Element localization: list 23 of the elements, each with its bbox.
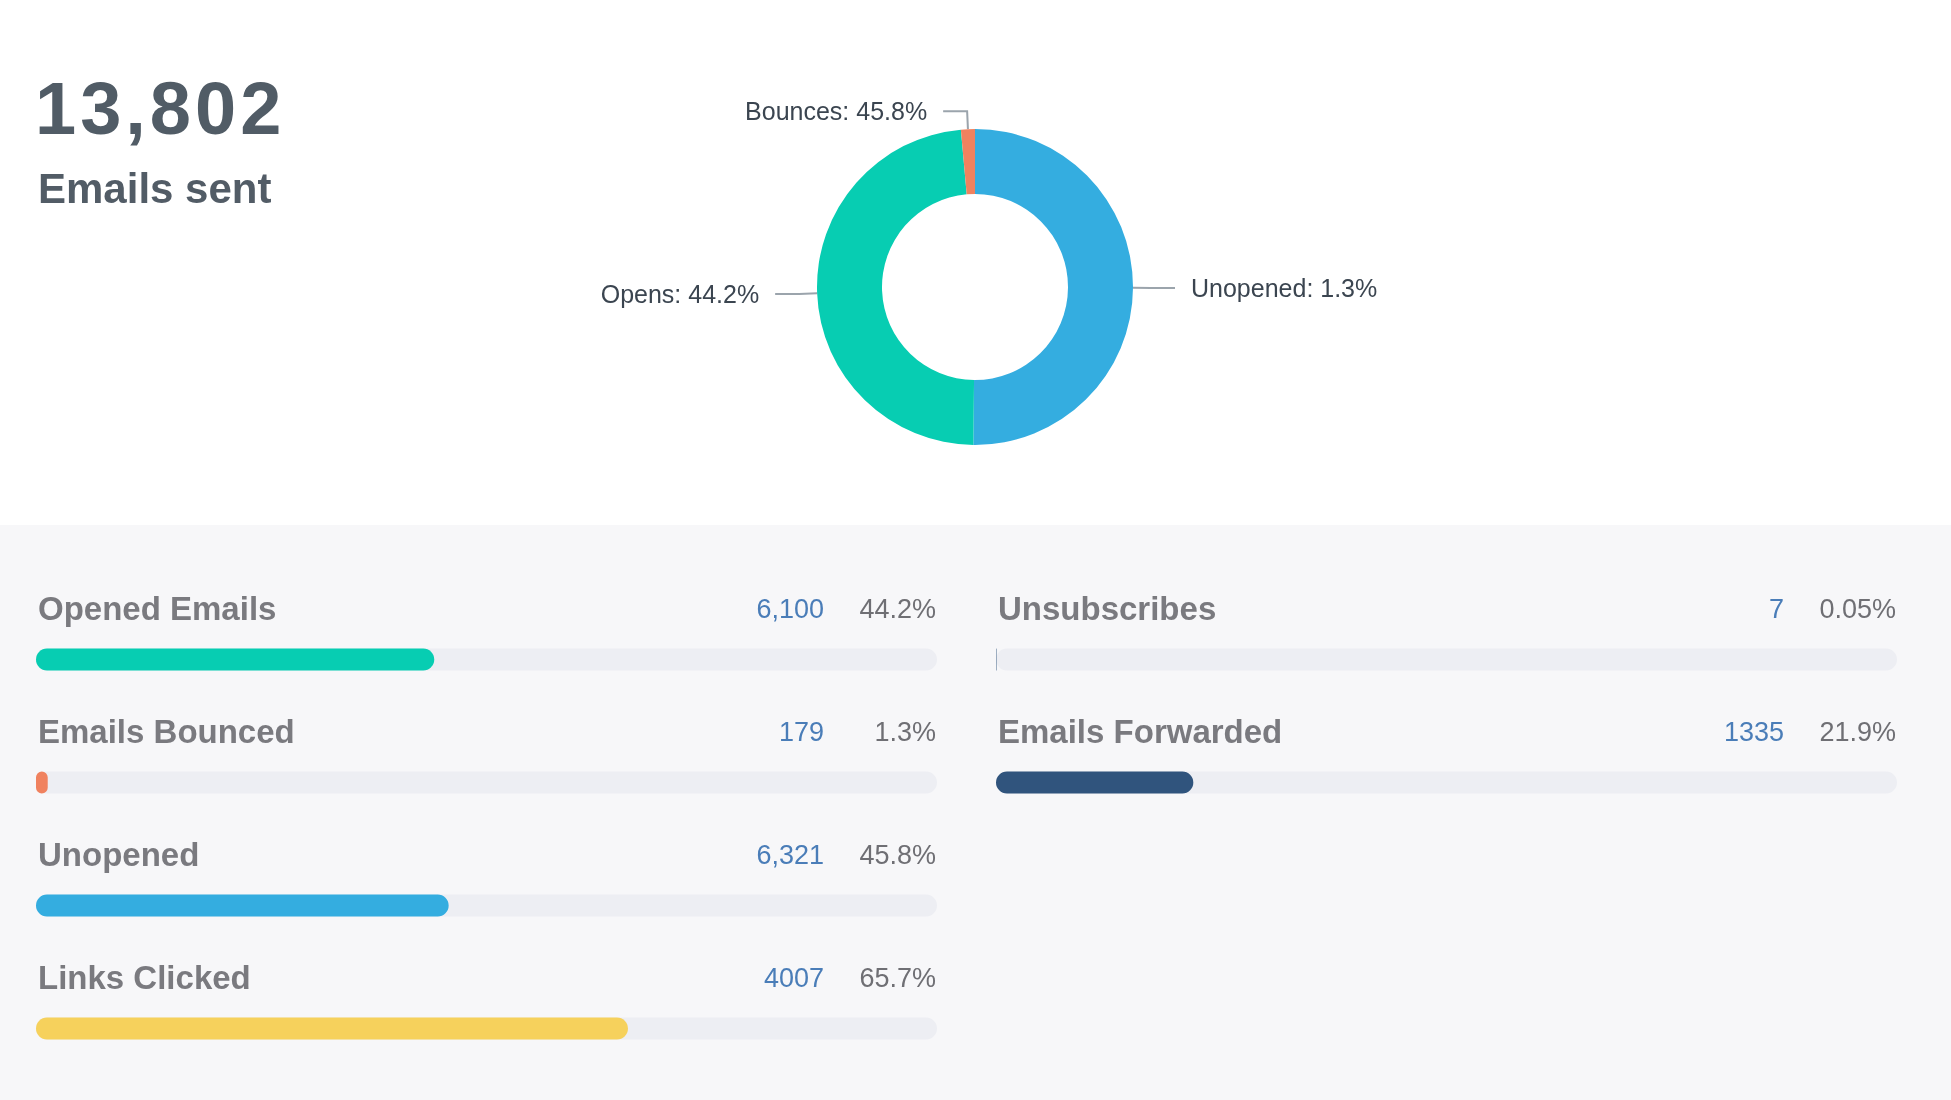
y-tick-label: Emails Forwarded bbox=[998, 712, 1283, 750]
data-label: 65.7% bbox=[859, 962, 936, 993]
slice-label: Bounces: 45.8% bbox=[745, 97, 928, 126]
text: Emails sent bbox=[38, 165, 272, 212]
data-label: 0.05% bbox=[1819, 593, 1896, 624]
data-label: 44.2% bbox=[859, 593, 936, 624]
y-tick-label: Unsubscribes bbox=[998, 589, 1217, 627]
slice-label: Opens: 44.2% bbox=[600, 279, 760, 308]
y-tick-label: Unopened bbox=[38, 835, 200, 873]
annotation: 6,321 bbox=[756, 839, 824, 870]
data-label: 21.9% bbox=[1819, 716, 1896, 747]
data-label: 45.8% bbox=[859, 839, 936, 870]
y-tick-label: Opened Emails bbox=[38, 589, 277, 627]
text: 13,802 bbox=[35, 67, 286, 150]
y-tick-label: Emails Bounced bbox=[38, 712, 295, 750]
annotation: 7 bbox=[1768, 593, 1784, 624]
annotation: 6,100 bbox=[756, 593, 824, 624]
data-label: 1.3% bbox=[874, 716, 936, 747]
annotation: 179 bbox=[778, 716, 824, 747]
y-tick-label: Links Clicked bbox=[38, 958, 251, 996]
annotation: 1335 bbox=[1723, 716, 1784, 747]
slice-label: Unopened: 1.3% bbox=[1191, 273, 1378, 302]
annotation: 4007 bbox=[763, 962, 824, 993]
